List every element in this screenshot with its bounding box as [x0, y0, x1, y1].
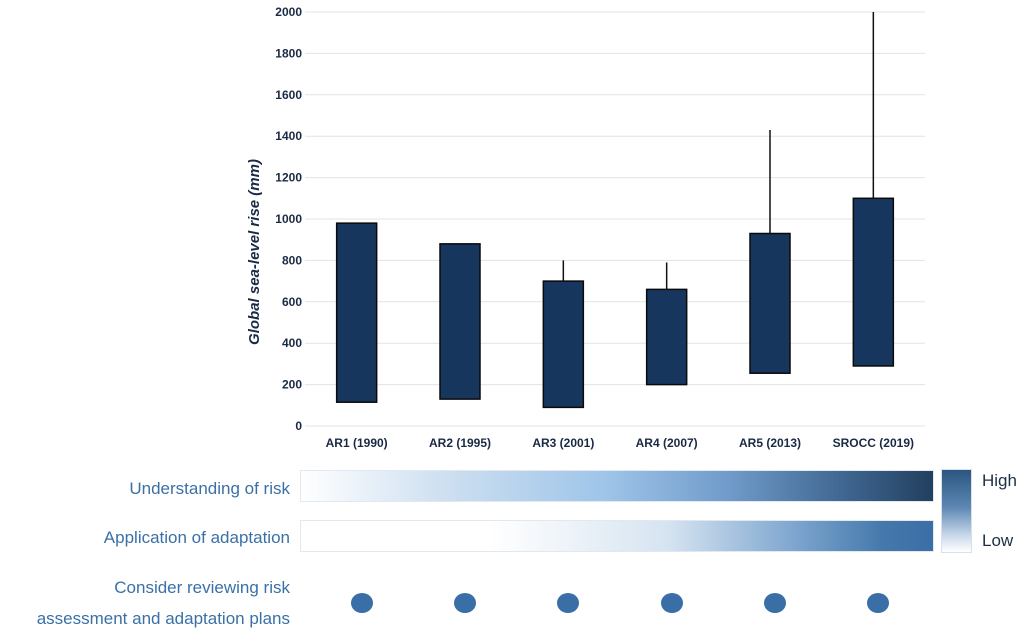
bar: [749, 232, 791, 374]
y-tick-label: 0: [295, 419, 302, 433]
bar: [645, 288, 688, 386]
y-axis-ticks: 0 200 400 600 800 1000 1200 1400 1600 1800 2000: [275, 5, 302, 433]
x-tick-label: AR3 (2001): [532, 436, 594, 450]
y-tick-label: 1200: [275, 171, 302, 185]
x-axis-ticks: AR1 (1990) AR2 (1995) AR3 (2001) AR4 (2007)…: [326, 436, 914, 450]
review-dot: [764, 593, 786, 613]
x-tick-label: AR5 (2013): [739, 436, 801, 450]
review-label-line2: assessment and adaptation plans: [36, 609, 290, 628]
review-dot: [867, 593, 890, 613]
high-low-legend-bar: [941, 469, 972, 553]
review-dot: [557, 593, 580, 613]
review-dot: [350, 593, 373, 613]
y-tick-label: 800: [282, 253, 302, 267]
review-label-line1: Consider reviewing risk: [114, 578, 290, 597]
application-of-adaptation-label: Application of adaptation: [103, 528, 290, 547]
application-of-adaptation-gradient: [300, 520, 934, 552]
y-tick-label: 1800: [275, 46, 302, 60]
understanding-of-risk-gradient: [300, 470, 934, 502]
legend-high-label: High: [982, 471, 1017, 490]
legend-low-label: Low: [982, 531, 1014, 550]
x-tick-label: SROCC (2019): [833, 436, 914, 450]
bars: [335, 12, 895, 409]
review-dots: [0, 590, 1024, 616]
y-tick-label: 600: [282, 295, 302, 309]
y-tick-label: 1600: [275, 88, 302, 102]
sea-level-chart: 0 200 400 600 800 1000 1200 1400 1600 1800 2000 AR…: [246, 5, 925, 450]
review-dot: [660, 593, 683, 613]
x-tick-label: AR4 (2007): [636, 436, 698, 450]
y-tick-label: 400: [282, 336, 302, 350]
bar: [439, 243, 481, 400]
bar: [852, 197, 895, 367]
review-dot: [454, 593, 476, 613]
bar: [542, 280, 585, 409]
y-tick-label: 200: [282, 378, 302, 392]
y-tick-label: 2000: [275, 5, 302, 19]
x-tick-label: AR1 (1990): [326, 436, 388, 450]
y-axis-label: Global sea-level rise (mm): [246, 159, 263, 345]
bar: [335, 222, 378, 403]
y-tick-label: 1000: [275, 212, 302, 226]
grid-lines: [305, 11, 925, 427]
understanding-of-risk-label: Understanding of risk: [129, 479, 290, 498]
x-tick-label: AR2 (1995): [429, 436, 491, 450]
y-tick-label: 1400: [275, 129, 302, 143]
